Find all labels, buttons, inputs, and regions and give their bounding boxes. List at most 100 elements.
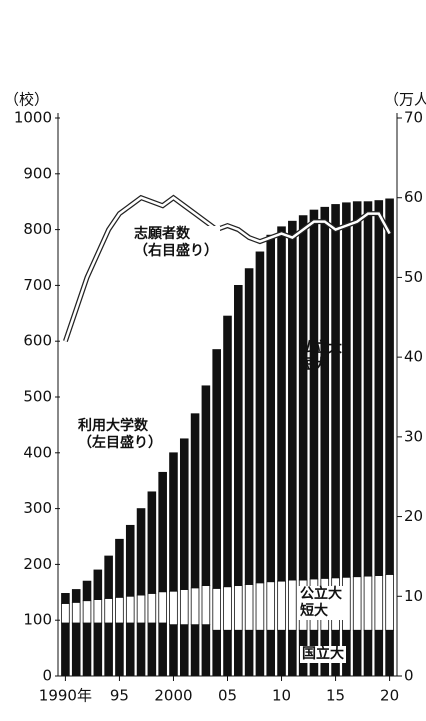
y-tick-label: 400: [23, 443, 52, 461]
bar-segment: [115, 538, 124, 598]
bar-segment: [212, 629, 221, 677]
x-tick-label: 15: [326, 687, 345, 705]
y-tick-label: 800: [23, 220, 52, 238]
bar-segment: [352, 629, 362, 677]
bar-segment: [169, 624, 178, 677]
bar-segment: [190, 587, 200, 626]
bar-segment: [158, 471, 167, 593]
bar-segment: [277, 580, 286, 631]
bar-segment: [136, 622, 146, 677]
legend-label: 国立大: [300, 646, 346, 663]
y2-tick-label: 10: [404, 587, 423, 605]
y-tick-label: 300: [23, 499, 52, 517]
bar-segment: [104, 598, 113, 624]
bar-segment: [385, 198, 394, 575]
bar-segment: [71, 622, 81, 677]
bar-segment: [190, 413, 200, 589]
bar-segment: [331, 204, 340, 579]
bar-segment: [147, 593, 157, 624]
bar-segment: [385, 574, 394, 631]
bar-segment: [201, 585, 211, 626]
bar-segment: [201, 385, 211, 587]
y-tick-label: 500: [23, 388, 52, 406]
bar-segment: [169, 452, 178, 592]
y2-axis-label: （万人）: [384, 91, 426, 109]
bar-segment: [82, 580, 92, 602]
annotation: 利用大学数 （左目盛り）: [76, 418, 164, 452]
bar-segment: [190, 624, 200, 677]
bar-segment: [234, 585, 243, 631]
bar-segment: [136, 508, 146, 596]
y2-tick-label: 50: [404, 268, 423, 286]
line-label: 志願者数 （右目盛り）: [132, 226, 220, 260]
x-tick-label: 2000: [154, 687, 192, 705]
bar-segment: [234, 629, 243, 677]
bar-segment: [125, 524, 135, 597]
legend-label: 私立大 短大: [300, 340, 342, 373]
bar-segment: [255, 251, 265, 584]
bar-segment: [234, 284, 243, 587]
bar-segment: [104, 622, 113, 677]
bar-segment: [71, 601, 81, 624]
bar-segment: [93, 569, 103, 600]
bar-segment: [158, 591, 167, 624]
bar-segment: [255, 629, 265, 677]
bar-segment: [374, 575, 384, 631]
bar-segment: [115, 596, 124, 624]
x-tick-label: 20: [380, 687, 399, 705]
bar-segment: [223, 586, 232, 631]
y2-tick-label: 20: [404, 507, 423, 525]
bar-segment: [266, 234, 276, 583]
bar-segment: [363, 201, 373, 577]
bar-segment: [147, 491, 157, 594]
x-tick-label: 10: [272, 687, 291, 705]
bar-segment: [363, 575, 373, 631]
bar-segment: [71, 589, 81, 603]
bar-segment: [277, 629, 286, 677]
bar-segment: [93, 599, 103, 624]
bar-segment: [244, 268, 254, 585]
x-tick-label: 05: [218, 687, 237, 705]
bar-segment: [82, 622, 92, 677]
bar-segment: [82, 600, 92, 624]
bar-segment: [288, 220, 297, 581]
bar-segment: [342, 202, 351, 578]
bar-segment: [288, 629, 297, 677]
bar-segment: [169, 590, 178, 626]
x-tick-label: 95: [110, 687, 129, 705]
y2-tick-label: 0: [404, 667, 414, 685]
bar-segment: [136, 594, 146, 624]
y2-tick-label: 70: [404, 109, 423, 127]
bar-segment: [201, 624, 211, 677]
bar-segment: [266, 629, 276, 677]
bar-segment: [179, 624, 189, 677]
y-tick-label: 1000: [14, 109, 52, 127]
bar-segment: [179, 589, 189, 626]
bar-segment: [320, 206, 330, 579]
y-tick-label: 700: [23, 276, 52, 294]
y2-tick-label: 30: [404, 427, 423, 445]
bar-segment: [309, 209, 319, 580]
bar-segment: [104, 555, 113, 599]
bar-segment: [244, 584, 254, 631]
y-tick-label: 200: [23, 555, 52, 573]
y-axis-label: （校）: [4, 91, 49, 109]
bar-segment: [212, 349, 221, 589]
bar-segment: [61, 603, 70, 624]
x-tick-label: 1990年: [39, 687, 92, 705]
y2-tick-label: 60: [404, 188, 423, 206]
bar-segment: [61, 593, 70, 604]
y-tick-label: 0: [42, 667, 52, 685]
bar-segment: [115, 622, 124, 677]
bar-segment: [223, 315, 232, 588]
bar-segment: [352, 201, 362, 578]
bar-segment: [255, 582, 265, 631]
bar-segment: [288, 579, 297, 631]
bar-segment: [298, 215, 308, 581]
bar-segment: [277, 226, 286, 582]
bar-segment: [244, 629, 254, 677]
y2-tick-label: 40: [404, 348, 423, 366]
bar-segment: [61, 622, 70, 677]
